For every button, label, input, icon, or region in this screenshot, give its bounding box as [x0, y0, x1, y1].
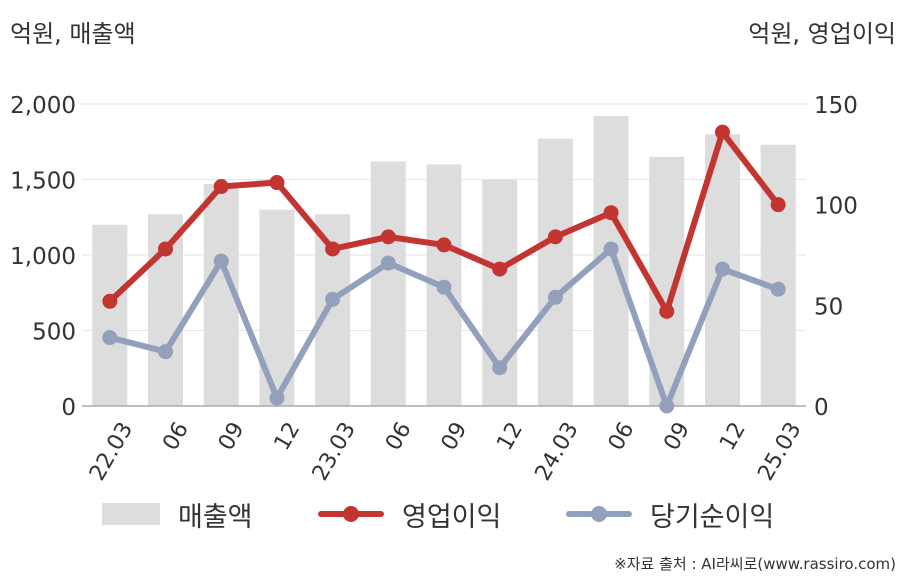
point-operating: [325, 241, 341, 257]
y-left-tick-label: 0: [61, 395, 76, 421]
point-operating: [714, 124, 730, 140]
x-tick-label: 24.03: [531, 418, 584, 485]
y-left-tick-label: 1,000: [10, 244, 76, 270]
point-operating: [158, 241, 174, 257]
point-operating: [380, 229, 396, 245]
point-operating: [213, 179, 229, 195]
x-tick-label: 09: [659, 418, 695, 455]
point-net: [380, 255, 396, 271]
x-tick-label: 12: [715, 418, 751, 455]
y-right-tick-label: 100: [814, 194, 858, 220]
point-net: [492, 360, 508, 376]
point-operating: [603, 205, 619, 221]
point-net: [158, 344, 174, 360]
y-left-tick-label: 2,000: [10, 93, 76, 119]
point-net: [659, 398, 675, 414]
x-tick-label: 23.03: [308, 418, 361, 485]
legend-item-sales: 매출액: [102, 492, 253, 536]
legend: 매출액 영업이익 당기순이익: [0, 492, 908, 536]
point-net: [714, 261, 730, 277]
x-tick-label: 06: [381, 418, 417, 455]
legend-label-operating: 영업이익: [402, 501, 502, 533]
legend-label-sales: 매출액: [178, 501, 253, 533]
x-tick-label: 09: [437, 418, 473, 455]
legend-label-net: 당기순이익: [650, 501, 775, 533]
legend-swatch-sales: [102, 503, 160, 525]
point-net: [770, 281, 786, 297]
x-tick-label: 12: [492, 418, 528, 455]
bar-sales: [537, 138, 573, 407]
x-tick-label: 06: [604, 418, 640, 455]
legend-swatch-net: [566, 503, 632, 525]
point-net: [213, 253, 229, 269]
x-tick-label: 09: [214, 418, 250, 455]
point-net: [102, 330, 118, 346]
x-tick-label: 12: [270, 418, 306, 455]
left-axis-unit: 억원, 매출액: [10, 20, 136, 48]
legend-item-operating: 영업이익: [318, 492, 501, 536]
bar-sales: [370, 161, 406, 406]
y-right-tick-label: 0: [814, 395, 829, 421]
bar-sales: [92, 224, 128, 406]
y-left-tick-label: 1,500: [10, 169, 76, 195]
point-net: [603, 241, 619, 257]
point-net: [325, 291, 341, 307]
x-tick-label: 25.03: [753, 418, 806, 485]
point-net: [436, 279, 452, 295]
x-tick-label: 06: [158, 418, 194, 455]
point-net: [547, 289, 563, 305]
x-tick-label: 22.03: [85, 418, 138, 485]
legend-item-net: 당기순이익: [566, 492, 774, 536]
legend-swatch-operating: [318, 503, 384, 525]
point-operating: [770, 197, 786, 213]
point-operating: [659, 303, 675, 319]
point-operating: [547, 229, 563, 245]
y-right-tick-label: 150: [814, 93, 858, 119]
y-right-tick-label: 50: [814, 294, 843, 320]
point-operating: [269, 175, 285, 191]
right-axis-unit: 억원, 영업이익: [748, 20, 896, 48]
point-operating: [102, 293, 118, 309]
y-left-tick-label: 500: [32, 320, 76, 346]
source-credit: ※자료 출처 : AI라씨로(www.rassiro.com): [614, 555, 896, 573]
point-operating: [492, 261, 508, 277]
point-operating: [436, 237, 452, 253]
point-net: [269, 390, 285, 406]
